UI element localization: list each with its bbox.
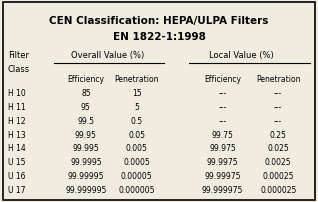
Text: 99.995: 99.995 [73, 144, 99, 153]
Text: 85: 85 [81, 89, 91, 98]
Text: H 12: H 12 [8, 117, 25, 126]
FancyBboxPatch shape [3, 2, 315, 200]
Text: 99.99995: 99.99995 [68, 172, 104, 181]
Text: 0.0005: 0.0005 [123, 158, 150, 167]
Text: 99.5: 99.5 [77, 117, 94, 126]
Text: Filter: Filter [8, 51, 29, 60]
Text: H 11: H 11 [8, 103, 25, 112]
Text: Penetration: Penetration [114, 75, 159, 84]
Text: Local Value (%): Local Value (%) [209, 51, 274, 60]
Text: ---: --- [274, 89, 282, 98]
Text: Overall Value (%): Overall Value (%) [72, 51, 145, 60]
Text: ---: --- [218, 117, 227, 126]
Text: H 13: H 13 [8, 131, 26, 140]
Text: 0.00025: 0.00025 [262, 172, 294, 181]
Text: 0.005: 0.005 [126, 144, 148, 153]
Text: U 15: U 15 [8, 158, 25, 167]
Text: 95: 95 [81, 103, 91, 112]
Text: 99.999995: 99.999995 [65, 186, 107, 195]
Text: 99.9995: 99.9995 [70, 158, 102, 167]
Text: 99.95: 99.95 [75, 131, 97, 140]
Text: Class: Class [8, 65, 30, 74]
Text: Efficiency: Efficiency [67, 75, 104, 84]
Text: 99.975: 99.975 [209, 144, 236, 153]
Text: 0.000025: 0.000025 [260, 186, 296, 195]
Text: 5: 5 [134, 103, 139, 112]
Text: ---: --- [218, 89, 227, 98]
Text: ---: --- [218, 103, 227, 112]
Text: 99.75: 99.75 [212, 131, 233, 140]
Text: 0.5: 0.5 [131, 117, 143, 126]
Text: U 17: U 17 [8, 186, 25, 195]
Text: 15: 15 [132, 89, 142, 98]
Text: Efficiency: Efficiency [204, 75, 241, 84]
Text: H 14: H 14 [8, 144, 26, 153]
Text: 0.0025: 0.0025 [265, 158, 292, 167]
Text: CEN Classification: HEPA/ULPA Filters: CEN Classification: HEPA/ULPA Filters [49, 16, 269, 26]
Text: ---: --- [274, 103, 282, 112]
Text: 0.000005: 0.000005 [119, 186, 155, 195]
Text: 0.00005: 0.00005 [121, 172, 153, 181]
Text: 99.999975: 99.999975 [202, 186, 243, 195]
Text: 99.99975: 99.99975 [204, 172, 241, 181]
Text: EN 1822-1:1998: EN 1822-1:1998 [113, 32, 205, 42]
Text: Penetration: Penetration [256, 75, 301, 84]
Text: 99.9975: 99.9975 [207, 158, 238, 167]
Text: 0.05: 0.05 [128, 131, 145, 140]
Text: U 16: U 16 [8, 172, 25, 181]
Text: H 10: H 10 [8, 89, 26, 98]
Text: ---: --- [274, 117, 282, 126]
Text: 0.025: 0.025 [267, 144, 289, 153]
Text: 0.25: 0.25 [270, 131, 287, 140]
